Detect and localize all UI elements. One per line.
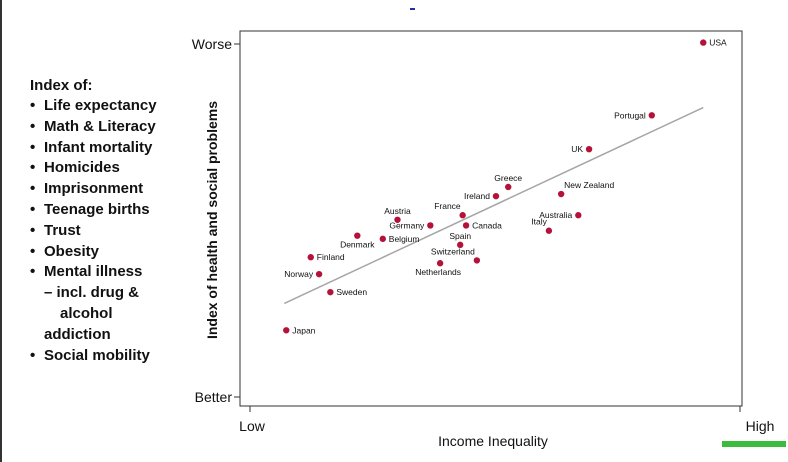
data-point <box>557 190 565 198</box>
sidebar-item: – incl. drug & <box>44 284 140 302</box>
left-border <box>0 0 2 462</box>
data-point <box>315 270 323 278</box>
data-point-label: Italy <box>531 217 547 227</box>
data-point-label: Austria <box>384 206 411 216</box>
x-axis-label: Income Inequality <box>438 433 548 449</box>
data-point <box>283 327 290 334</box>
data-point-label: Belgium <box>389 234 420 244</box>
x-tick-label: High <box>746 418 775 434</box>
sidebar-item: Imprisonment <box>30 179 205 200</box>
data-point <box>473 257 481 264</box>
data-point-label: Spain <box>449 231 471 241</box>
data-point-label: Netherlands <box>415 267 461 277</box>
sidebar-items: Life expectancyMath & LiteracyInfant mor… <box>30 96 205 366</box>
data-point <box>700 39 707 46</box>
axes: Worse Better Low High <box>192 36 775 434</box>
data-points <box>283 39 707 334</box>
sidebar-index-list: Index of: Life expectancyMath & Literacy… <box>30 76 205 366</box>
y-tick-label: Worse <box>192 36 232 52</box>
sidebar-item: Math & Literacy <box>30 117 205 138</box>
data-point-label: Greece <box>494 173 522 183</box>
data-point <box>492 192 500 200</box>
data-point-label: Germany <box>389 220 425 230</box>
y-axis-label: Index of health and social problems <box>204 101 220 339</box>
data-point-label: France <box>434 201 461 211</box>
data-point <box>379 235 386 243</box>
sidebar-item: Homicides <box>30 158 205 179</box>
data-point <box>585 145 593 153</box>
data-point-label: Switzerland <box>431 246 475 256</box>
data-point <box>427 222 434 229</box>
trend-line <box>283 106 704 305</box>
data-point-label: Canada <box>472 220 502 230</box>
data-point <box>459 212 466 219</box>
point-labels: USA Portugal UK Greece New Zealand Ireland Aus… <box>284 38 727 336</box>
data-point-label: USA <box>709 38 727 48</box>
data-point <box>436 260 444 267</box>
data-point <box>354 232 361 239</box>
data-point <box>505 183 512 191</box>
sidebar-title: Index of: <box>30 77 93 94</box>
data-point <box>457 241 464 249</box>
data-point <box>545 227 553 234</box>
data-point-label: Sweden <box>336 287 367 297</box>
data-point <box>575 212 582 219</box>
data-point-label: Australia <box>539 210 572 220</box>
plot-frame <box>239 30 743 407</box>
x-tick-label: Low <box>239 418 266 434</box>
sidebar-item: Infant mortality <box>30 138 205 159</box>
data-point <box>327 288 334 296</box>
data-point <box>648 112 655 119</box>
data-point-label: Denmark <box>340 240 375 250</box>
data-point-label: Japan <box>292 325 315 335</box>
sidebar-item: Life expectancy <box>30 96 205 117</box>
sidebar-item: Obesity <box>30 242 205 263</box>
sidebar-item: Teenage births <box>30 200 205 221</box>
sidebar-item: addiction <box>44 325 111 343</box>
data-point-label: Finland <box>317 252 345 262</box>
data-point <box>394 216 401 223</box>
sidebar-item: Social mobility <box>30 346 205 367</box>
data-point-label: Ireland <box>464 191 490 201</box>
top-mark <box>410 8 415 10</box>
data-point <box>307 254 314 261</box>
data-point-label: New Zealand <box>564 180 614 190</box>
sidebar-item: Mental illness <box>30 262 205 283</box>
sidebar-item: Trust <box>30 221 205 242</box>
data-point-label: Norway <box>284 269 314 279</box>
sidebar-item: alcohol <box>60 304 113 322</box>
data-point <box>462 222 470 229</box>
data-point-label: UK <box>571 144 583 154</box>
data-point-label: Portugal <box>614 110 646 120</box>
y-tick-label: Better <box>195 389 233 405</box>
footer-green-bar <box>722 441 786 447</box>
